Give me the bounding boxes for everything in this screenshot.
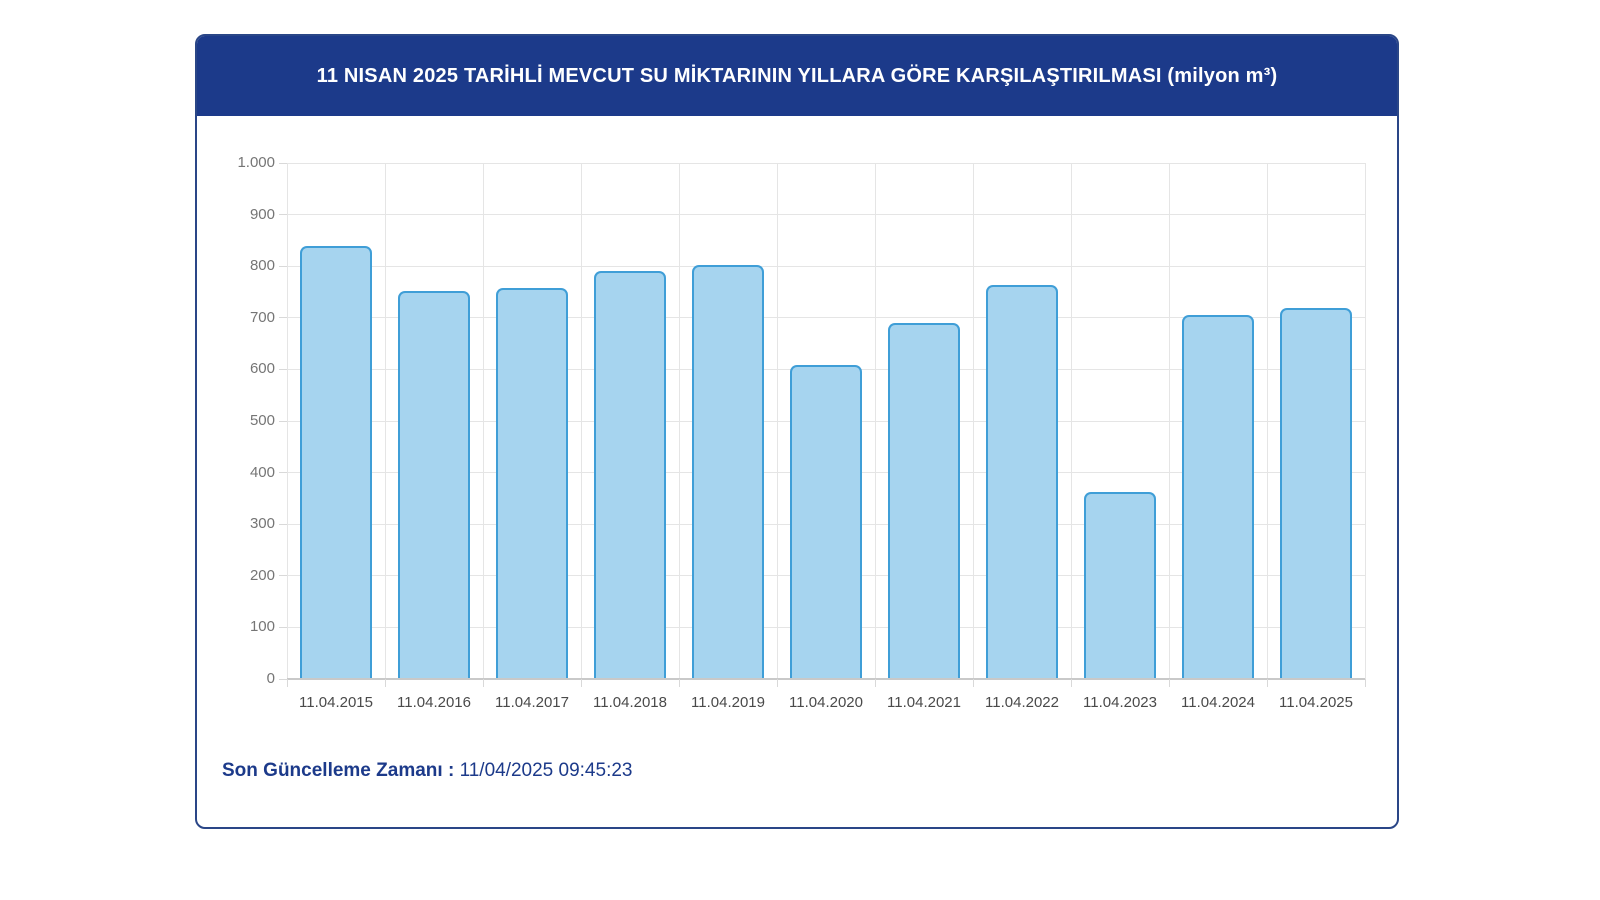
bar-11.04.2018[interactable]	[594, 271, 666, 679]
x-axis-label: 11.04.2015	[299, 694, 373, 711]
gridline-vertical	[384, 163, 386, 679]
y-axis-label: 500	[249, 412, 275, 429]
y-axis-tick	[279, 368, 287, 370]
x-axis-tick	[580, 679, 582, 687]
y-axis-label: 1.000	[237, 154, 275, 171]
y-axis-label: 800	[249, 257, 275, 275]
y-axis-tick	[279, 420, 287, 422]
bar-chart: 0 100 200 300 400 500 600 700 800 900 1.000 11.04.2…	[197, 154, 1397, 743]
x-axis-tick	[286, 679, 288, 687]
x-axis-tick	[1364, 679, 1366, 687]
gridline-horizontal	[287, 214, 1365, 216]
bar-11.04.2021[interactable]	[888, 323, 960, 679]
gridline-horizontal	[287, 162, 1365, 164]
x-axis-tick	[1266, 679, 1268, 687]
bar-11.04.2016[interactable]	[398, 291, 470, 679]
y-axis-tick	[279, 626, 287, 628]
x-axis-label: 11.04.2025	[1279, 694, 1353, 711]
y-axis-label: 200	[249, 566, 275, 584]
y-axis-tick	[279, 678, 287, 680]
y-axis-label: 400	[249, 463, 275, 481]
gridline-vertical	[1070, 163, 1072, 679]
bar-11.04.2025[interactable]	[1280, 308, 1352, 679]
x-axis-tick	[1168, 679, 1170, 687]
x-axis-tick	[482, 679, 484, 687]
x-axis-label: 11.04.2020	[789, 694, 863, 711]
y-axis-label: 100	[249, 618, 275, 636]
x-axis-label: 11.04.2023	[1083, 694, 1157, 711]
bar-11.04.2023[interactable]	[1084, 492, 1156, 679]
y-axis-label: 300	[249, 515, 275, 533]
x-axis-tick	[384, 679, 386, 687]
x-axis-tick	[1070, 679, 1072, 687]
bar-11.04.2015[interactable]	[300, 246, 372, 679]
gridline-vertical	[874, 163, 876, 679]
x-axis-label: 11.04.2017	[495, 694, 569, 711]
x-axis-line	[287, 678, 1365, 680]
x-axis-tick	[972, 679, 974, 687]
y-axis-label: 700	[249, 308, 275, 326]
bar-11.04.2024[interactable]	[1182, 315, 1254, 679]
y-axis-tick	[279, 317, 287, 319]
gridline-vertical	[482, 163, 484, 679]
y-axis-tick	[279, 523, 287, 525]
gridline-vertical	[286, 163, 288, 679]
x-axis-tick	[874, 679, 876, 687]
bar-11.04.2019[interactable]	[692, 265, 764, 679]
gridline-vertical	[1364, 163, 1366, 679]
y-axis-tick	[279, 265, 287, 267]
last-update-label: Son Güncelleme Zamanı	[222, 760, 443, 781]
y-axis-label: 900	[249, 205, 275, 223]
bar-11.04.2017[interactable]	[496, 288, 568, 679]
chart-title: 11 NISAN 2025 TARİHLİ MEVCUT SU MİKTARIN…	[316, 64, 1278, 87]
x-axis-label: 11.04.2024	[1181, 694, 1255, 711]
gridline-horizontal	[287, 317, 1365, 319]
y-axis-label: 600	[249, 360, 275, 378]
x-axis-label: 11.04.2022	[985, 694, 1059, 711]
x-axis-tick	[678, 679, 680, 687]
y-axis-tick	[279, 472, 287, 474]
gridline-vertical	[776, 163, 778, 679]
gridline-vertical	[678, 163, 680, 679]
y-axis-tick	[279, 214, 287, 216]
last-update-value: 11/04/2025 09:45:23	[459, 760, 633, 781]
y-axis-tick	[279, 575, 287, 577]
chart-header: 11 NISAN 2025 TARİHLİ MEVCUT SU MİKTARIN…	[197, 36, 1397, 116]
gridline-vertical	[580, 163, 582, 679]
y-axis-label: 0	[266, 670, 275, 687]
y-axis-tick	[279, 162, 287, 164]
gridline-vertical	[1266, 163, 1268, 679]
x-axis-label: 11.04.2019	[691, 694, 765, 711]
bar-11.04.2020[interactable]	[790, 365, 862, 679]
x-axis-tick	[776, 679, 778, 687]
last-update-separator: :	[442, 760, 460, 781]
x-axis-label: 11.04.2021	[887, 694, 961, 711]
chart-card: 11 NISAN 2025 TARİHLİ MEVCUT SU MİKTARIN…	[195, 34, 1399, 829]
gridline-vertical	[972, 163, 974, 679]
x-axis-label: 11.04.2018	[593, 694, 667, 711]
gridline-vertical	[1168, 163, 1170, 679]
gridline-horizontal	[287, 265, 1365, 267]
plot-area	[286, 162, 1366, 680]
x-axis-label: 11.04.2016	[397, 694, 471, 711]
bar-11.04.2022[interactable]	[986, 285, 1058, 679]
last-update: Son Güncelleme Zamanı : 11/04/2025 09:45…	[222, 760, 632, 782]
